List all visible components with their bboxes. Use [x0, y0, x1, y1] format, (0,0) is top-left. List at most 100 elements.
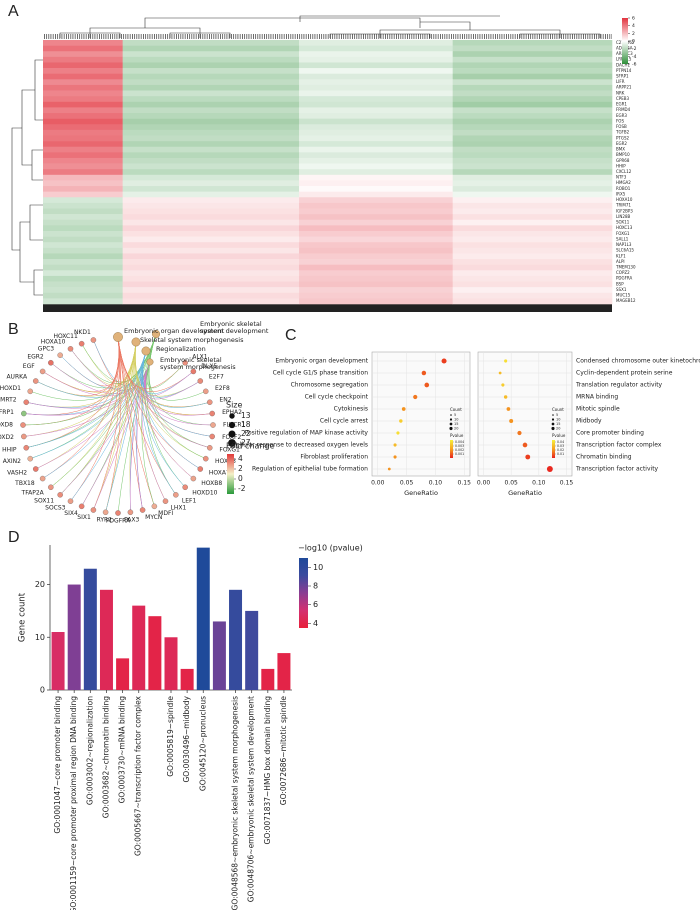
x-tick-label: GO:0072686~mitotic spindle	[279, 696, 288, 806]
bar	[196, 547, 210, 690]
x-tick-label: 0.10	[429, 480, 443, 487]
gene-node	[209, 433, 215, 440]
heatmap-cell	[43, 113, 123, 119]
bar	[164, 637, 178, 690]
gene-node	[23, 399, 29, 405]
count-label: 15	[556, 422, 560, 426]
legend-title: Fold change	[226, 442, 275, 451]
row-label: PTGS2	[616, 135, 629, 140]
edge	[145, 361, 213, 416]
dot	[517, 430, 522, 436]
y-tick-label: Condensed chromosome outer kinetochrome	[576, 358, 700, 365]
heatmap-cell	[452, 152, 613, 159]
heatmap-cell	[452, 51, 613, 58]
heatmap-cell	[452, 247, 613, 254]
gene-node	[115, 510, 121, 516]
heatmap-cell	[122, 236, 300, 243]
gene-label: PDGFRA	[106, 518, 131, 525]
term-label: Embryonic organ development	[124, 327, 225, 335]
x-tick-label: GO:0005667~transcription factor complex	[134, 695, 143, 856]
colorbar-label: 8	[313, 582, 318, 591]
y-tick-label: Midbody	[576, 418, 602, 425]
heatmap-cell	[43, 264, 123, 271]
gene-node	[207, 445, 213, 451]
heatmap-cell	[452, 242, 613, 249]
term-label: Embryonic skeletal system development	[200, 320, 269, 335]
row-label: FOXG1	[616, 231, 630, 236]
edge	[30, 350, 147, 459]
dot	[498, 371, 502, 375]
y-tick-label: MRNA binding	[576, 394, 618, 401]
term-label-line: system morphogenesis	[160, 363, 236, 371]
gene-label: HOXD8	[0, 422, 13, 429]
count-key	[551, 418, 555, 421]
heatmap-cell	[452, 259, 613, 265]
colorbar	[552, 440, 555, 458]
gene-node	[203, 455, 209, 462]
bar	[99, 589, 113, 690]
heatmap-cell	[452, 191, 613, 198]
gene-label: HOXD2	[0, 434, 14, 441]
heatmap-cell	[299, 40, 453, 46]
edge	[23, 341, 137, 437]
colorbar-label: 4	[632, 23, 635, 29]
heatmap-cell	[299, 247, 453, 254]
heatmap-cell	[122, 107, 300, 114]
y-tick-label: 0	[40, 686, 45, 695]
edge	[23, 361, 151, 416]
bar	[67, 584, 81, 690]
count-key	[449, 426, 453, 431]
x-tick-label: GO:0045120~pronucleus	[198, 696, 207, 791]
panel-label: B	[8, 321, 19, 338]
edge	[117, 336, 155, 507]
heatmap-cell	[452, 135, 613, 142]
size-key	[228, 421, 236, 429]
colorbar-label: 0.01	[557, 452, 564, 456]
gene-label: RYR2	[97, 517, 113, 524]
x-tick-label: 0.15	[458, 480, 472, 487]
heatmap-cell	[43, 186, 123, 192]
term-label: Regionalization	[156, 345, 206, 353]
count-key	[552, 414, 554, 416]
gene-node	[27, 455, 33, 462]
edge	[105, 336, 122, 513]
heatmap-cell	[452, 174, 613, 181]
edge	[117, 336, 186, 389]
heatmap-cell	[122, 79, 300, 86]
heatmap-cell	[43, 259, 123, 265]
gene-label: SOCS3	[45, 505, 66, 512]
row-dendrogram	[11, 59, 43, 296]
dot	[421, 370, 427, 376]
term-label-line: Embryonic skeletal	[200, 320, 262, 328]
row-label: TMEM130	[615, 264, 636, 269]
y-tick-label: Cytokinesis	[334, 406, 368, 413]
gene-label: HOXA10	[41, 338, 66, 345]
colorbar	[622, 18, 628, 64]
size-label: 22	[241, 429, 251, 438]
heatmap-cell	[452, 270, 613, 277]
heatmap-cell	[122, 73, 300, 80]
heatmap-cell	[43, 129, 123, 136]
bar	[212, 621, 226, 690]
x-axis-label: GeneRatio	[508, 489, 542, 497]
heatmap-cell	[122, 242, 300, 249]
dot	[503, 395, 508, 399]
heatmap-cell	[452, 90, 613, 97]
row-label: SSX1	[616, 287, 627, 292]
x-tick-label: 0.05	[504, 480, 518, 487]
gene-node	[32, 466, 39, 472]
gene-label: MYCN	[145, 514, 162, 521]
heatmap-cell	[43, 236, 123, 243]
bar	[277, 653, 291, 690]
gene-node	[139, 507, 146, 513]
heatmap-cell	[452, 298, 613, 305]
y-tick-label: Core promoter binding	[576, 430, 644, 437]
row-label: GPR68	[616, 158, 630, 163]
gene-label: HOXB8	[201, 480, 222, 487]
heatmap-cell	[452, 129, 613, 136]
heatmap-cell	[43, 208, 123, 215]
gene-label: EGF	[23, 363, 35, 370]
heatmap-cell	[122, 208, 300, 215]
heatmap-cell	[122, 90, 300, 97]
dot	[387, 467, 391, 471]
